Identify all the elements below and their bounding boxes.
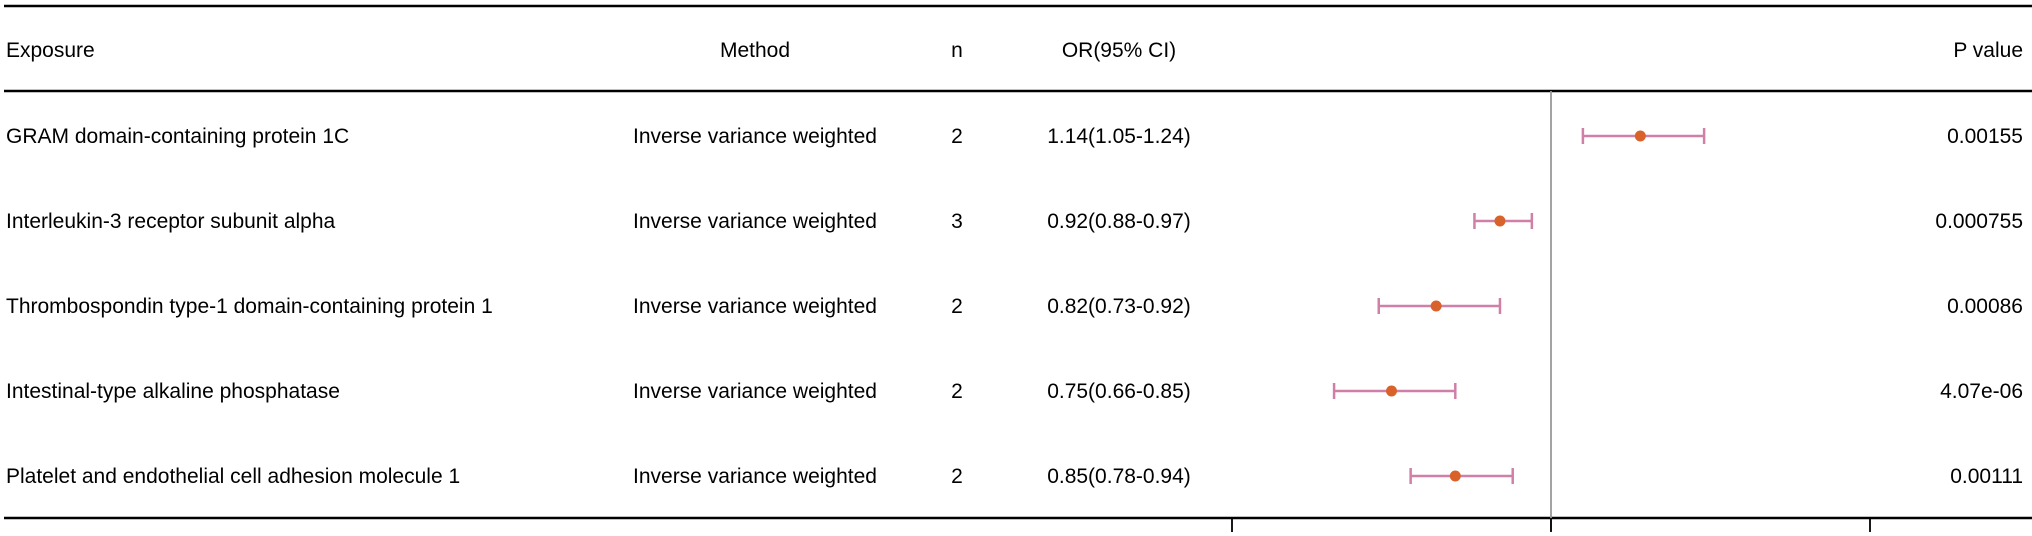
or-point	[1430, 300, 1442, 312]
exposure-cell: Intestinal-type alkaline phosphatase	[6, 380, 340, 403]
method-cell: Inverse variance weighted	[633, 125, 877, 148]
p-value-cell: 0.00111	[1950, 465, 2023, 488]
or-point	[1494, 215, 1506, 227]
p-value-cell: 0.00155	[1947, 125, 2023, 148]
or-ci-cell: 0.92(0.88-0.97)	[1047, 210, 1191, 233]
n-cell: 2	[951, 465, 963, 488]
x-axis-ticks	[1231, 518, 1871, 532]
forest-marks	[1332, 128, 1706, 484]
exposure-cell: GRAM domain-containing protein 1C	[6, 125, 349, 148]
table-row: GRAM domain-containing protein 1C Invers…	[6, 125, 2023, 148]
table-row: Thrombospondin type-1 domain-containing …	[6, 295, 2023, 318]
n-cell: 2	[951, 125, 963, 148]
header-p-value: P value	[1953, 39, 2023, 62]
table-row: Platelet and endothelial cell adhesion m…	[6, 465, 2023, 488]
or-ci-cell: 0.85(0.78-0.94)	[1047, 465, 1191, 488]
exposure-cell: Platelet and endothelial cell adhesion m…	[6, 465, 460, 488]
p-value-cell: 0.00086	[1947, 295, 2023, 318]
n-cell: 3	[951, 210, 963, 233]
exposure-cell: Interleukin-3 receptor subunit alpha	[6, 210, 336, 233]
header-n: n	[951, 39, 963, 62]
n-cell: 2	[951, 295, 963, 318]
table-row: Interleukin-3 receptor subunit alpha Inv…	[6, 210, 2023, 233]
exposure-cell: Thrombospondin type-1 domain-containing …	[6, 295, 493, 318]
method-cell: Inverse variance weighted	[633, 465, 877, 488]
method-cell: Inverse variance weighted	[633, 210, 877, 233]
or-point	[1386, 385, 1397, 397]
or-point	[1449, 470, 1461, 482]
table-row: Intestinal-type alkaline phosphatase Inv…	[6, 380, 2023, 403]
header-exposure: Exposure	[6, 39, 95, 62]
header-method: Method	[720, 39, 790, 62]
or-ci-cell: 1.14(1.05-1.24)	[1047, 125, 1191, 148]
method-cell: Inverse variance weighted	[633, 295, 877, 318]
or-ci-cell: 0.82(0.73-0.92)	[1047, 295, 1191, 318]
or-point	[1634, 130, 1646, 142]
p-value-cell: 4.07e-06	[1940, 380, 2023, 403]
or-ci-cell: 0.75(0.66-0.85)	[1047, 380, 1191, 403]
n-cell: 2	[951, 380, 963, 403]
method-cell: Inverse variance weighted	[633, 380, 877, 403]
p-value-cell: 0.000755	[1935, 210, 2023, 233]
header-or-ci: OR(95% CI)	[1062, 39, 1176, 62]
